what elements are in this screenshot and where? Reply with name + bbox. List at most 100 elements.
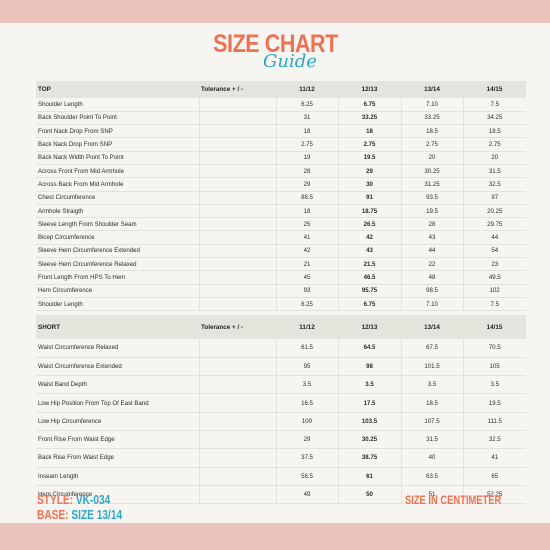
- measurement-label: Shoulder Length: [36, 98, 199, 112]
- measurement-label: Across Front From Mid Armhole: [36, 164, 199, 179]
- size-value: 18.5: [400, 124, 463, 139]
- size-chart-card: SIZE CHART Guide TOP Tolerance + / -11/12…: [0, 23, 550, 523]
- size-value: 28: [400, 217, 463, 232]
- style-value: VK-034: [75, 492, 111, 507]
- tolerance-cell: [198, 485, 276, 505]
- size-value: 18.75: [337, 204, 401, 219]
- tolerance-cell: [198, 164, 276, 179]
- tolerance-cell: [198, 375, 276, 395]
- size-value: 25: [275, 217, 338, 232]
- table-row: Sleeve Hem Circumference Extended 42 43 44 5…: [36, 244, 526, 259]
- size-value: 30: [337, 177, 401, 192]
- size-value: 61: [337, 467, 401, 486]
- measurement-label: Across Back From Mid Armhole: [36, 177, 199, 192]
- size-value: 20.25: [462, 204, 526, 219]
- table-row: Back Rise From Waist Edge 37.5 38.75 40 41: [36, 448, 526, 468]
- column-header: 14/15: [463, 81, 526, 98]
- size-value: 49.5: [462, 270, 526, 285]
- column-header: 12/13: [338, 315, 401, 339]
- measurement-label: Front Rise From Waist Edge: [36, 430, 199, 450]
- tolerance-cell: [198, 124, 276, 139]
- size-value: 18.5: [462, 124, 526, 139]
- tolerance-cell: [198, 467, 276, 486]
- size-value: 31: [275, 111, 338, 126]
- page-title: SIZE CHART: [212, 30, 338, 58]
- size-value: 22: [400, 257, 463, 272]
- tolerance-cell: [198, 257, 276, 272]
- size-value: 30.25: [337, 430, 401, 450]
- table-row: Across Front From Mid Armhole 28 29 30.25 31…: [36, 164, 526, 179]
- size-value: 65: [462, 467, 526, 486]
- tolerance-cell: [198, 204, 276, 219]
- size-value: 7.10: [400, 297, 463, 312]
- size-value: 107.5: [400, 412, 463, 431]
- size-value: 20: [400, 151, 463, 165]
- size-value: 32.5: [462, 177, 526, 192]
- size-value: 54: [462, 244, 526, 259]
- measurement-label: Sleeve Hem Circumference Extended: [36, 244, 199, 259]
- style-info: STYLE: VK-034 BASE: SIZE 13/14: [37, 492, 122, 522]
- size-value: 20: [462, 151, 526, 165]
- size-value: 29: [275, 177, 338, 192]
- tolerance-cell: [198, 230, 276, 245]
- page-subtitle: Guide: [263, 51, 317, 72]
- measurement-label: Waist Band Depth: [36, 375, 199, 395]
- size-value: 32.5: [462, 430, 526, 450]
- tolerance-cell: [198, 177, 276, 192]
- size-value: 100: [275, 412, 338, 431]
- size-value: 30.25: [400, 164, 463, 179]
- measurement-label: Inseam Length: [36, 467, 199, 486]
- table-row: Sleeve Hem Circumference Relaxed 21 21.5 22…: [36, 257, 526, 272]
- tolerance-cell: [198, 393, 276, 413]
- size-value: 6.25: [275, 297, 338, 312]
- measurement-label: Waist Circumference Extended: [36, 357, 199, 377]
- size-value: 40: [400, 448, 463, 468]
- size-value: 18: [337, 124, 401, 139]
- table-row: Shoulder Length 6.25 6.75 7.10 7.5: [36, 98, 526, 112]
- measurement-label: Sleeve Hem Circumference Relaxed: [36, 257, 199, 272]
- table-row: Hem Circumference 93 95.75 98.5 102: [36, 284, 526, 298]
- size-value: 42: [337, 230, 401, 245]
- size-value: 102: [462, 284, 526, 298]
- tolerance-cell: [198, 217, 276, 232]
- unit-note: SIZE IN CENTIMETER: [405, 493, 502, 507]
- size-value: 6.25: [275, 98, 338, 112]
- size-value: 21.5: [337, 257, 401, 272]
- size-value: 18: [275, 124, 338, 139]
- tolerance-cell: [198, 270, 276, 285]
- size-value: 70.5: [462, 339, 526, 358]
- table-header-row: SHORT Tolerance + / -11/12 12/13 13/14 14/15: [36, 315, 526, 339]
- size-value: 2.75: [337, 137, 401, 152]
- column-header: 12/13: [338, 81, 401, 98]
- measurement-label: Back Nack Drop From SNP: [36, 137, 199, 152]
- measurement-label: Hem Circumference: [36, 485, 199, 505]
- size-value: 95.75: [337, 284, 401, 298]
- tolerance-cell: [198, 137, 276, 152]
- size-value: 91: [337, 191, 401, 205]
- top-size-table: TOP Tolerance + / -11/12 12/13 13/14 14/15 Sh…: [36, 81, 526, 312]
- size-value: 34.25: [462, 111, 526, 126]
- table-row: Waist Band Depth 3.5 3.5 3.5 3.5: [36, 375, 526, 395]
- size-value: 48: [400, 270, 463, 285]
- column-header: 11/12: [276, 315, 338, 339]
- table-row: Shoulder Length 6.25 6.75 7.10 7.5: [36, 297, 526, 312]
- tolerance-cell: [198, 98, 276, 112]
- size-value: 63.5: [400, 467, 463, 486]
- column-header: 13/14: [401, 81, 463, 98]
- size-value: 49: [275, 485, 338, 505]
- column-header: 11/12: [276, 81, 338, 98]
- tolerance-cell: [198, 111, 276, 126]
- measurement-label: Sleeve Length From Shoulder Seam: [36, 217, 199, 232]
- table-row: Low Hip Circumference 100 103.5 107.5 111.5: [36, 412, 526, 431]
- size-value: 67.5: [400, 339, 463, 358]
- column-header: 13/14: [401, 315, 463, 339]
- measurement-label: Back Nack Width Point To Point: [36, 151, 199, 165]
- size-value: 26.5: [337, 217, 401, 232]
- size-value: 6.75: [337, 98, 401, 112]
- title-block: SIZE CHART Guide: [0, 30, 550, 78]
- table-row: Front Length From HPS To Hem 45 46.5 48 49.5: [36, 270, 526, 285]
- table-row: Front Rise From Waist Edge 29 30.25 31.5 32.…: [36, 430, 526, 450]
- size-value: 2.75: [400, 137, 463, 152]
- size-value: 2.75: [275, 137, 338, 152]
- size-value: 16.5: [275, 393, 338, 413]
